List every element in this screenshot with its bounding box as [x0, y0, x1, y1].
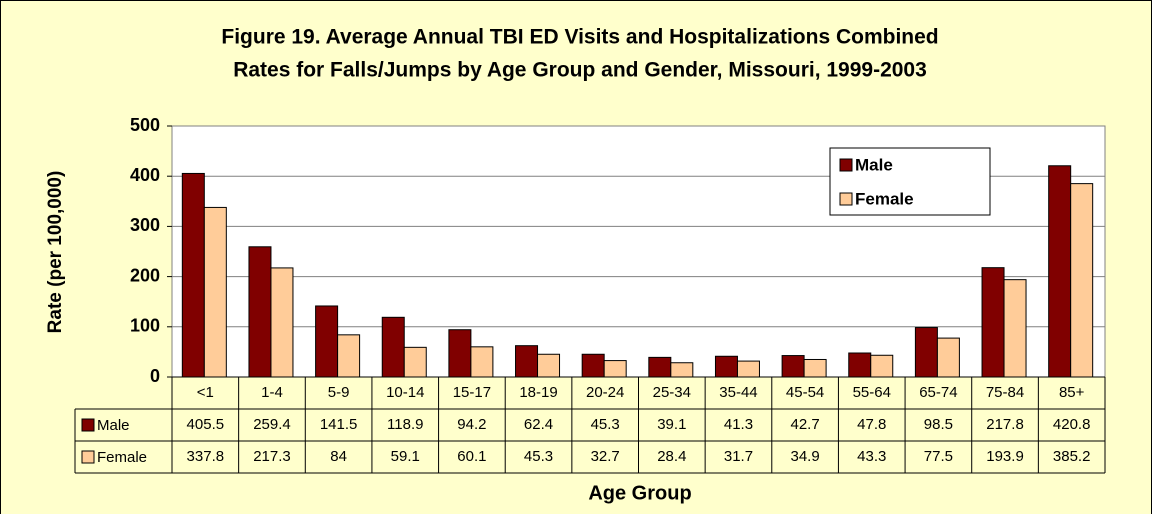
x-tick-label: 25-34 — [653, 384, 691, 401]
bar — [403, 346, 427, 378]
chart-title: Rates for Falls/Jumps by Age Group and G… — [233, 59, 927, 82]
table-value: 420.8 — [1053, 416, 1091, 433]
table-value: 77.5 — [924, 448, 953, 465]
x-tick-label: 1-4 — [261, 384, 283, 401]
table-value: 337.8 — [187, 448, 225, 465]
bar — [981, 267, 1005, 378]
bar — [936, 337, 960, 378]
bar — [315, 305, 339, 378]
x-tick-label: 45-54 — [786, 384, 824, 401]
legend-label: Female — [855, 189, 914, 208]
legend-box — [829, 147, 991, 216]
table-key — [81, 450, 95, 464]
table-value: 259.4 — [253, 416, 291, 433]
table-value: 94.2 — [457, 416, 486, 433]
table-value: 217.3 — [253, 448, 291, 465]
x-tick-label: 65-74 — [919, 384, 957, 401]
x-tick-label: 75-84 — [986, 384, 1024, 401]
table-value: 39.1 — [657, 416, 686, 433]
table-value: 385.2 — [1053, 448, 1091, 465]
y-tick-label: 200 — [130, 265, 160, 285]
x-tick-label: 10-14 — [386, 384, 424, 401]
bar — [781, 355, 805, 378]
bar — [470, 346, 494, 378]
table-series-name: Female — [97, 449, 147, 466]
bar — [736, 360, 760, 378]
bar — [1048, 165, 1072, 378]
legend-label: Male — [855, 155, 893, 174]
chart-title: Figure 19. Average Annual TBI ED Visits … — [221, 26, 938, 49]
table-value: 118.9 — [387, 416, 423, 433]
x-tick-label: 55-64 — [853, 384, 891, 401]
table-value: 405.5 — [187, 416, 225, 433]
table-value: 98.5 — [924, 416, 953, 433]
x-tick-label: 18-19 — [519, 384, 557, 401]
table-key — [81, 418, 95, 432]
table-value: 193.9 — [986, 448, 1024, 465]
table-value: 60.1 — [457, 448, 486, 465]
table-value: 34.9 — [791, 448, 820, 465]
x-tick-label: 35-44 — [719, 384, 757, 401]
table-value: 217.8 — [986, 416, 1024, 433]
bar — [515, 345, 539, 378]
table-value: 62.4 — [524, 416, 553, 433]
table-value: 45.3 — [524, 448, 553, 465]
bar — [714, 355, 738, 378]
bar — [914, 327, 938, 378]
bar — [248, 246, 272, 378]
table-series-name: Male — [97, 417, 130, 434]
bar — [537, 353, 561, 378]
bar — [803, 358, 827, 378]
bar — [203, 206, 227, 378]
bar — [648, 356, 672, 378]
bar — [670, 362, 694, 378]
table-value: 32.7 — [591, 448, 620, 465]
bar — [337, 334, 361, 378]
y-tick-label: 400 — [130, 165, 160, 185]
bar — [181, 172, 205, 378]
table-value: 28.4 — [657, 448, 686, 465]
bar — [848, 352, 872, 378]
x-tick-label: 85+ — [1059, 384, 1085, 401]
table-value: 141.5 — [320, 416, 358, 433]
y-axis-label: Rate (per 100,000) — [45, 171, 66, 334]
x-axis-label: Age Group — [588, 482, 691, 504]
y-tick-label: 300 — [130, 215, 160, 235]
legend-key — [839, 192, 853, 206]
bar — [270, 267, 294, 378]
bar — [1070, 183, 1094, 378]
table-value: 45.3 — [591, 416, 620, 433]
bar — [870, 354, 894, 378]
table-value: 59.1 — [391, 448, 420, 465]
x-tick-label: <1 — [197, 384, 214, 401]
table-value: 43.3 — [857, 448, 886, 465]
x-tick-label: 5-9 — [328, 384, 350, 401]
y-tick-label: 0 — [150, 366, 160, 386]
table-value: 31.7 — [724, 448, 753, 465]
x-tick-label: 15-17 — [453, 384, 491, 401]
table-value: 47.8 — [857, 416, 886, 433]
legend-key — [839, 158, 853, 172]
x-tick-label: 20-24 — [586, 384, 624, 401]
bar — [581, 353, 605, 378]
bar — [603, 360, 627, 378]
y-tick-label: 100 — [130, 316, 160, 336]
bar — [448, 329, 472, 378]
bar — [381, 316, 405, 378]
table-value: 41.3 — [724, 416, 753, 433]
table-value: 42.7 — [791, 416, 820, 433]
y-tick-label: 500 — [130, 115, 160, 135]
bar — [1003, 279, 1027, 378]
table-value: 84 — [330, 448, 347, 465]
